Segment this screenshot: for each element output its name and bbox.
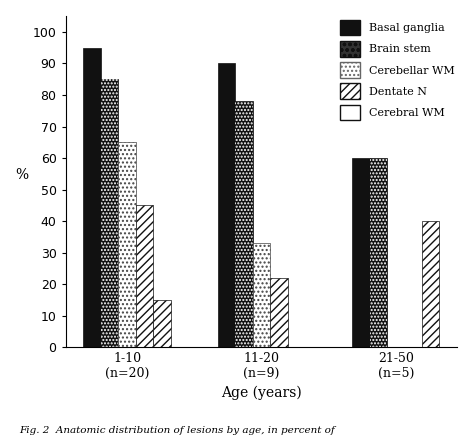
Bar	[83, 48, 101, 347]
X-axis label: Age (years): Age (years)	[221, 386, 302, 400]
Bar	[370, 158, 387, 347]
Y-axis label: %: %	[15, 168, 28, 182]
Bar	[253, 243, 270, 347]
Bar	[422, 221, 439, 347]
Bar	[118, 142, 136, 347]
Bar	[270, 278, 288, 347]
Bar	[101, 79, 118, 347]
Bar	[153, 300, 171, 347]
Bar	[235, 101, 253, 347]
Bar	[235, 101, 253, 347]
Bar	[101, 79, 118, 347]
Bar	[352, 158, 370, 347]
Bar	[136, 205, 153, 347]
Text: Fig. 2  Anatomic distribution of lesions by age, in percent of: Fig. 2 Anatomic distribution of lesions …	[19, 426, 335, 435]
Legend: Basal ganglia, Brain stem, Cerebellar WM, Dentate N, Cerebral WM: Basal ganglia, Brain stem, Cerebellar WM…	[336, 15, 459, 125]
Bar	[370, 158, 387, 347]
Bar	[218, 63, 235, 347]
